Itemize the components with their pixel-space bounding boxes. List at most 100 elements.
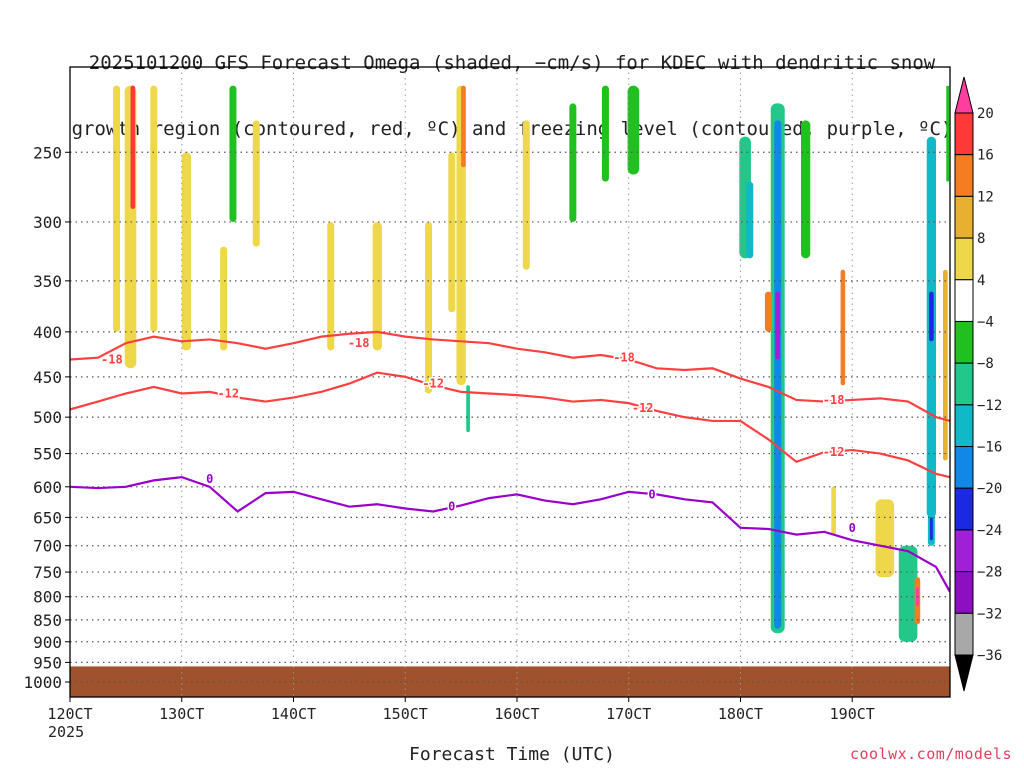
omega-shade-cell xyxy=(466,385,470,433)
colorbar-swatch xyxy=(954,112,974,156)
colorbar-label: −16 xyxy=(977,440,1002,456)
omega-shade-cell xyxy=(943,269,948,461)
omega-shade-cell xyxy=(220,246,228,351)
colorbar-label: 4 xyxy=(977,273,985,289)
y-tick-label: 350 xyxy=(33,272,62,291)
colorbar-label: −8 xyxy=(977,356,994,372)
contour-label: 0 xyxy=(206,472,213,486)
colorbar-label: −20 xyxy=(977,481,1002,497)
omega-shade-cell xyxy=(448,152,456,313)
contour-label: -12 xyxy=(422,377,444,391)
colorbar-label: 20 xyxy=(977,106,994,122)
omega-shade-cell xyxy=(775,291,781,360)
omega-shade-cell xyxy=(130,85,136,209)
omega-shade-cell xyxy=(746,181,754,259)
y-tick-label: 250 xyxy=(33,143,62,162)
colorbar-label: −12 xyxy=(977,398,1002,414)
y-tick-label: 300 xyxy=(33,213,62,232)
y-tick-label: 650 xyxy=(33,508,62,527)
contour-label: -18 xyxy=(613,351,635,365)
colorbar-label: −4 xyxy=(977,314,994,330)
omega-shade-cell xyxy=(569,103,577,222)
credit-link[interactable]: coolwx.com/models xyxy=(849,745,1012,763)
contour-label: -12 xyxy=(217,386,239,400)
colorbar-swatch xyxy=(954,237,974,281)
omega-shade-cell xyxy=(522,120,530,270)
contour-label: 0 xyxy=(648,487,655,501)
contour-line-freezing-level xyxy=(70,476,950,593)
x-tick-label: 150CT xyxy=(383,705,428,723)
omega-shade-cell xyxy=(252,120,260,247)
x-axis-label: Forecast Time (UTC) xyxy=(409,744,615,765)
x-tick-label: 190CT xyxy=(830,705,875,723)
colorbar-label: 8 xyxy=(977,231,985,247)
y-tick-label: 400 xyxy=(33,323,62,342)
contour-line-dendritic-lower xyxy=(70,371,950,479)
omega-shade-cell xyxy=(840,269,846,386)
omega-shade-cell xyxy=(774,120,782,629)
contour-label: -18 xyxy=(101,353,123,367)
omega-shade-cell xyxy=(113,85,121,332)
x-tick-label: 170CT xyxy=(606,705,651,723)
colorbar-label: −32 xyxy=(977,606,1002,622)
y-tick-label: 450 xyxy=(33,368,62,387)
omega-shade-cell xyxy=(181,152,192,351)
omega-shade-cell xyxy=(229,85,237,222)
omega-shade-cell xyxy=(372,221,382,351)
colorbar-swatch xyxy=(954,154,974,197)
y-tick-label: 750 xyxy=(33,563,62,582)
colorbar-label: 12 xyxy=(977,189,994,205)
y-tick-label: 950 xyxy=(33,653,62,672)
colorbar-swatch xyxy=(954,487,974,531)
omega-shade-cell xyxy=(929,517,933,541)
colorbar-top-arrow xyxy=(954,76,974,114)
omega-shade-cell xyxy=(627,85,640,175)
contour-label: -18 xyxy=(348,336,370,350)
colorbar-label: −28 xyxy=(977,565,1002,581)
x-tick-label: 180CT xyxy=(718,705,763,723)
x-tick-label: 160CT xyxy=(494,705,539,723)
omega-shade-cell xyxy=(801,120,811,259)
contour-line-dendritic-upper xyxy=(70,330,950,423)
y-tick-label: 800 xyxy=(33,588,62,607)
omega-shade-cell xyxy=(601,85,609,182)
colorbar-swatch xyxy=(954,362,974,406)
omega-shade-cell xyxy=(875,499,895,578)
colorbar-label: 16 xyxy=(977,148,994,164)
omega-shade-cell xyxy=(327,221,335,351)
contour-label: 0 xyxy=(849,521,856,535)
omega-shade-cell xyxy=(461,85,466,168)
y-tick-label: 900 xyxy=(33,633,62,652)
omega-shade-cell xyxy=(831,486,836,535)
y-tick-label: 850 xyxy=(33,611,62,630)
contour-label: -18 xyxy=(823,393,845,407)
y-tick-label: 700 xyxy=(33,537,62,556)
colorbar-swatch xyxy=(954,446,974,489)
omega-shade-cell xyxy=(764,291,772,332)
colorbar-swatch xyxy=(954,404,974,448)
y-tick-label: 550 xyxy=(33,445,62,464)
omega-shade-cell xyxy=(929,291,934,342)
contour-label: -12 xyxy=(823,445,845,459)
x-tick-label: 130CT xyxy=(159,705,204,723)
colorbar-swatch xyxy=(954,320,974,364)
plot-frame xyxy=(69,66,951,698)
omega-shade-cell xyxy=(946,85,950,182)
y-tick-label: 500 xyxy=(33,408,62,427)
chart-title: 2025101200 GFS Forecast Omega (shaded, −… xyxy=(0,8,1024,162)
colorbar-label: −24 xyxy=(977,523,1002,539)
omega-shade-cell xyxy=(150,85,158,332)
plot-area: -18 -18 -18 -18 -12 -12 -12 -12 0 0 0 0 xyxy=(70,67,950,697)
colorbar-swatch xyxy=(954,279,974,322)
y-tick-label: 1000 xyxy=(23,673,62,692)
x-year-label: 2025 xyxy=(48,723,84,741)
colorbar-swatch xyxy=(954,195,974,239)
colorbar-swatch xyxy=(954,571,974,614)
colorbar-swatch xyxy=(954,612,974,656)
omega-shade-cell xyxy=(898,545,918,642)
contour-label: -12 xyxy=(632,401,654,415)
colorbar: 20 16 12 8 4 −4 −8 −12 −16 −20 −24 −28 −32 −36 xyxy=(954,76,1002,692)
contour-label: 0 xyxy=(448,500,455,514)
colorbar-label: −36 xyxy=(977,648,1002,664)
x-tick-label: 120CT xyxy=(47,705,92,723)
